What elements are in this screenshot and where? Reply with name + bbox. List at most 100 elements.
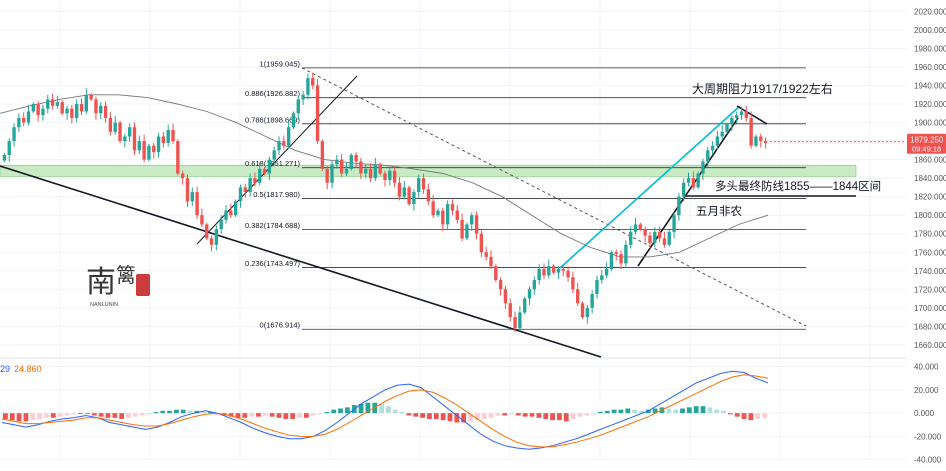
fib-level-label: 0.5(1817.980) <box>253 190 300 199</box>
candle-body <box>311 78 315 86</box>
macd-hist-bar <box>399 412 405 414</box>
candle-body <box>132 127 137 151</box>
candle-body <box>142 141 146 160</box>
candle-body <box>339 159 344 174</box>
candle-body <box>571 277 575 290</box>
macd-hist-bar <box>180 409 186 414</box>
macd-hist-bar <box>604 410 610 414</box>
macd-hist-bar <box>639 410 644 414</box>
candle-body <box>301 94 305 100</box>
macd-hist-bar <box>98 413 104 417</box>
candle-body <box>17 117 21 128</box>
macd-hist-bar <box>132 413 138 417</box>
candle-body <box>60 102 64 114</box>
macd-axis[interactable]: 40.000 20.000 0.000 -20.000 -40.000 <box>914 363 942 465</box>
candle-body <box>229 210 233 216</box>
macd-hist-bar <box>536 413 542 418</box>
candle-body <box>470 215 474 225</box>
price-tick-label: 1960.000 <box>914 63 946 72</box>
macd-hist-bar <box>71 413 77 415</box>
macd-hist-bar <box>734 413 740 417</box>
macd-hist-bar <box>714 409 720 414</box>
candle-body <box>238 187 243 202</box>
candle-body <box>200 215 204 225</box>
candle-body <box>70 108 74 118</box>
price-tick-label: 2000.000 <box>914 26 946 35</box>
candle-body <box>180 173 185 179</box>
macd-hist-bar <box>269 413 275 417</box>
macd-hist-bar <box>598 412 603 414</box>
price-axis[interactable]: 2020.000 2000.000 1980.000 1960.000 1940.000… <box>914 7 946 349</box>
candle-body <box>65 108 69 114</box>
candle-body <box>715 136 720 146</box>
moving-average <box>0 94 769 258</box>
candle-body <box>320 141 325 169</box>
macd-tick-label: -40.000 <box>914 456 942 465</box>
price-tick-label: 1820.000 <box>914 193 946 202</box>
candle-body <box>725 124 729 132</box>
candle-body <box>421 178 426 190</box>
candle-body <box>233 201 238 216</box>
macd-hist-bar <box>64 413 70 416</box>
macd-hist-bar <box>762 413 767 418</box>
candle-body <box>12 127 16 142</box>
candle-body <box>190 192 194 202</box>
cyan-channel-line[interactable] <box>559 105 741 269</box>
candle-body <box>306 78 310 95</box>
candle-body <box>619 254 623 264</box>
candle-body <box>474 215 479 234</box>
downtrend-support-line[interactable] <box>0 165 602 358</box>
candle-body <box>503 289 508 304</box>
candle-body <box>412 192 416 205</box>
macd-hist-bar <box>693 406 699 414</box>
macd-hist-bar <box>50 413 56 418</box>
candle-body <box>614 252 618 255</box>
candle-body <box>123 136 127 142</box>
macd-hist-bar <box>262 413 268 416</box>
candle-body <box>460 219 464 239</box>
candle-body <box>701 161 705 174</box>
candle-body <box>710 145 715 151</box>
macd-hist-bar <box>235 413 241 418</box>
candles[interactable] <box>2 72 768 332</box>
macd-hist-bar <box>557 413 562 421</box>
candle-body <box>166 129 170 143</box>
watermark-text: NANLUNIN <box>90 302 118 308</box>
macd-hist-bar <box>686 407 692 414</box>
candle-body <box>754 136 758 146</box>
macd-hist-bar <box>618 409 624 414</box>
macd-tick-label: 20.000 <box>914 386 939 395</box>
candle-body <box>99 105 103 114</box>
candle-body <box>638 224 643 230</box>
candle-body <box>547 266 551 276</box>
macd-lines <box>1 370 769 450</box>
candle-body <box>542 268 546 276</box>
price-tick-label: 1920.000 <box>914 100 946 109</box>
macd-hist-bar <box>91 413 97 416</box>
dashed-trend-line[interactable] <box>301 67 807 327</box>
candle-body <box>7 141 11 155</box>
macd-hist-bar <box>228 413 234 417</box>
candle-body <box>484 252 488 257</box>
macd-hist-bar <box>331 409 337 414</box>
macd-hist-bar <box>468 413 473 422</box>
macd-hist-bar <box>9 413 15 421</box>
macd-tick-label: -20.000 <box>914 432 942 441</box>
rising-trend-line-left[interactable] <box>196 75 358 245</box>
candle-body <box>633 224 638 232</box>
price-tick-label: 1680.000 <box>914 322 946 331</box>
macd-hist-bar <box>611 409 617 414</box>
candle-body <box>359 161 363 174</box>
candle-body <box>431 201 435 216</box>
macd-hist-bar <box>748 413 754 421</box>
macd-hist-bar <box>474 413 480 421</box>
candle-body <box>585 307 590 318</box>
macd-hist-bar <box>44 413 49 418</box>
macd-hist-bar <box>146 413 152 415</box>
candle-body <box>556 268 561 273</box>
signal-value: 24.860 <box>14 364 42 374</box>
macd-hist-bar <box>3 413 8 419</box>
macd-hist-bar <box>242 413 248 418</box>
candle-body <box>706 150 710 162</box>
